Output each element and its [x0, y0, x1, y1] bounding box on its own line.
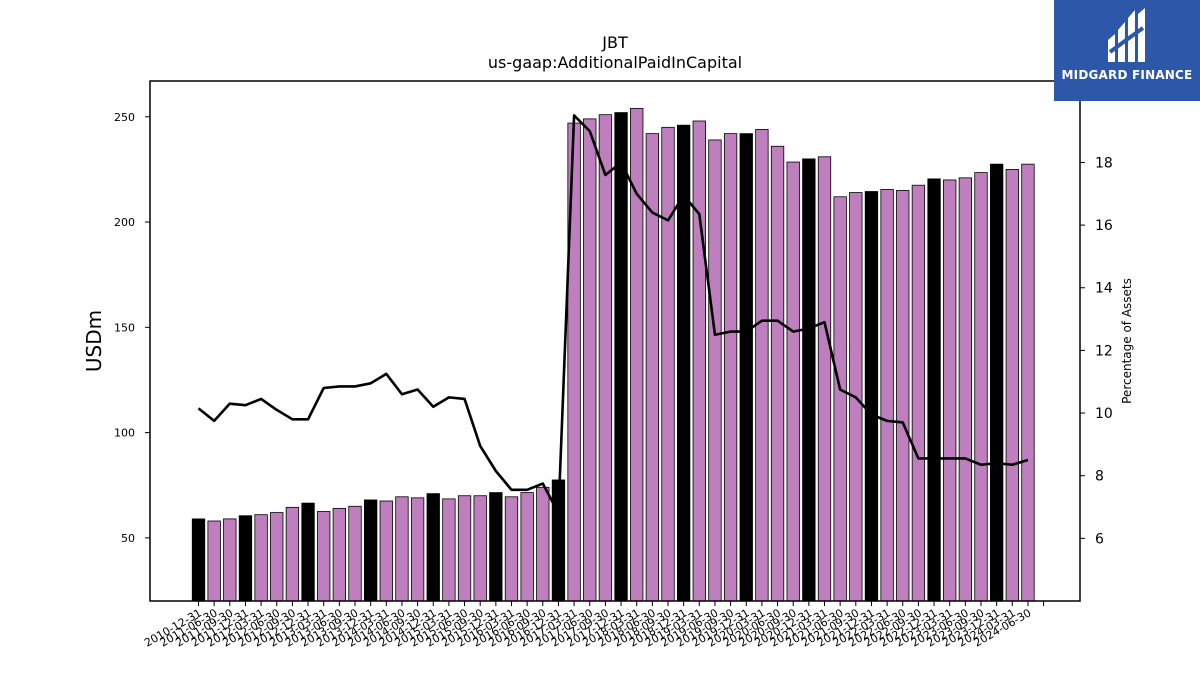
y-tick-label: 50	[121, 532, 135, 545]
bar	[990, 163, 1004, 602]
y-tick-label: 200	[114, 216, 135, 229]
y2-tick-label: 8	[1095, 469, 1104, 485]
bar	[348, 505, 362, 602]
line-path	[197, 114, 1029, 515]
bar	[739, 133, 753, 602]
bar	[191, 518, 206, 602]
bar	[379, 500, 393, 602]
bar	[708, 139, 722, 602]
bar	[958, 177, 972, 602]
bar	[614, 112, 628, 602]
midgard-logo-icon	[1108, 8, 1145, 62]
plot-frame	[149, 80, 1081, 602]
bar	[442, 498, 456, 602]
bar	[896, 190, 910, 602]
left-axis: 50 100 150 200 250	[114, 111, 150, 545]
bar	[802, 158, 816, 602]
y2-tick-label: 10	[1095, 406, 1113, 422]
bar	[301, 502, 315, 602]
bar	[833, 196, 847, 602]
x-axis: 2010-12-312011-06-302011-09-302011-12-31…	[142, 601, 1045, 650]
bar	[223, 518, 237, 602]
bar	[943, 179, 957, 602]
bar	[520, 492, 534, 602]
bar	[410, 497, 425, 602]
bar	[598, 114, 613, 602]
bar	[1005, 169, 1019, 602]
chart-subtitle: us-gaap:AdditionalPaidInCapital	[487, 53, 743, 72]
y-tick-label: 250	[114, 111, 135, 124]
bar	[363, 499, 378, 602]
bar	[536, 486, 550, 602]
bar	[880, 189, 894, 602]
bar	[504, 496, 519, 602]
bar	[473, 495, 487, 602]
bar	[1021, 163, 1035, 602]
y-tick-label: 100	[114, 427, 135, 440]
chart-title: JBT	[602, 33, 628, 52]
percentage-line-series	[197, 114, 1029, 515]
bar	[317, 511, 331, 602]
y-tick-label: 150	[114, 321, 135, 334]
midgard-finance-logo: MIDGARD FINANCE	[1054, 0, 1200, 101]
bar	[645, 133, 659, 602]
bar	[911, 184, 926, 602]
y-axis-label: USDm	[82, 310, 106, 372]
bar	[238, 515, 253, 602]
bar	[927, 178, 941, 602]
bar	[270, 512, 284, 602]
bar-series	[191, 107, 1035, 602]
bar	[864, 191, 879, 602]
y2-tick-label: 6	[1095, 531, 1104, 547]
bar	[723, 133, 738, 602]
bar	[395, 496, 409, 602]
bar	[817, 156, 832, 602]
y2-axis-label: Percentage of Assets	[1120, 278, 1134, 404]
bar	[692, 120, 706, 602]
bar	[786, 161, 800, 602]
right-axis: 6 8 10 12 14 16 18	[1080, 155, 1113, 547]
y2-tick-label: 18	[1095, 155, 1113, 171]
bar	[489, 492, 503, 602]
bar	[254, 514, 268, 602]
bar	[770, 145, 785, 602]
bar	[285, 506, 300, 602]
bar	[207, 520, 221, 602]
bar	[974, 172, 988, 602]
logo-text: MIDGARD FINANCE	[1061, 68, 1193, 82]
bar	[583, 118, 597, 602]
bar	[755, 129, 769, 602]
bar	[661, 126, 675, 602]
bar	[457, 495, 472, 602]
y2-tick-label: 16	[1095, 218, 1113, 234]
bar	[332, 507, 347, 602]
y2-tick-label: 14	[1095, 281, 1113, 297]
y2-tick-label: 12	[1095, 343, 1113, 359]
bar	[426, 493, 440, 602]
